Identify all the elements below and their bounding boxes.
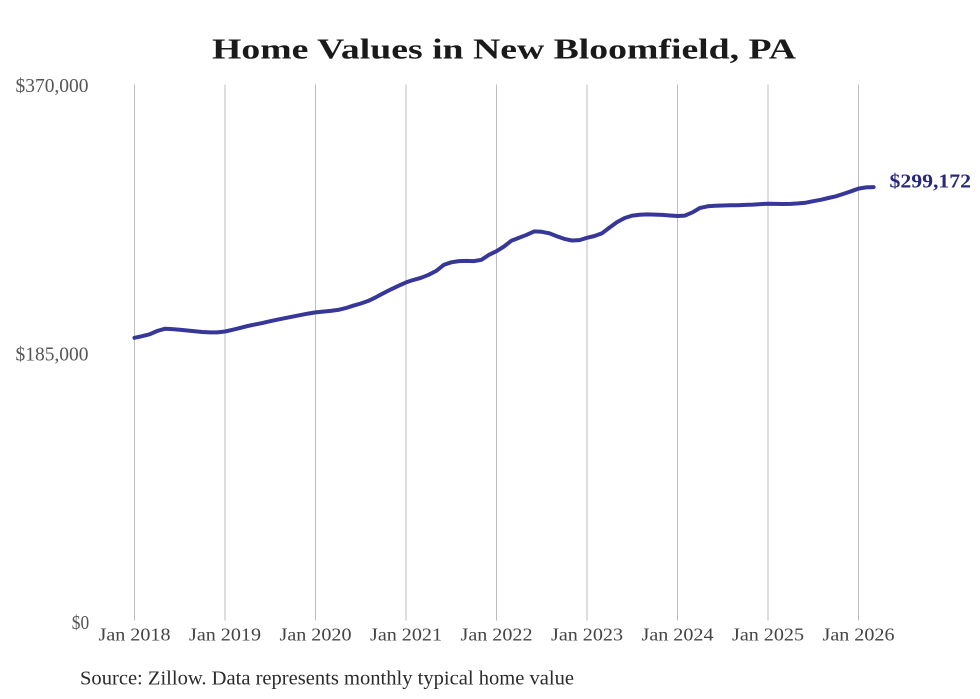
svg-text:Source: Zillow. Data represent: Source: Zillow. Data represents monthly … — [80, 668, 574, 690]
svg-text:Jan 2019: Jan 2019 — [189, 625, 261, 645]
svg-text:Jan 2018: Jan 2018 — [99, 625, 171, 645]
svg-text:Jan 2020: Jan 2020 — [280, 625, 352, 645]
svg-text:Home Values in New Bloomfield,: Home Values in New Bloomfield, PA — [212, 34, 796, 66]
svg-text:$0: $0 — [72, 612, 89, 634]
svg-text:Jan 2021: Jan 2021 — [370, 625, 442, 645]
svg-text:$185,000: $185,000 — [16, 343, 89, 365]
svg-text:Jan 2023: Jan 2023 — [551, 625, 623, 645]
svg-text:Jan 2022: Jan 2022 — [461, 625, 533, 645]
svg-text:Jan 2025: Jan 2025 — [732, 625, 804, 645]
svg-text:Jan 2026: Jan 2026 — [823, 625, 895, 645]
svg-text:$370,000: $370,000 — [16, 75, 89, 97]
svg-text:Jan 2024: Jan 2024 — [642, 625, 714, 645]
svg-text:$299,172: $299,172 — [890, 171, 972, 193]
